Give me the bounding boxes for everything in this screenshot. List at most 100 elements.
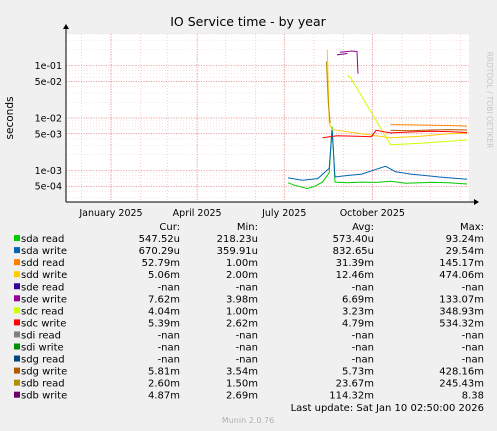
y-tick-labels: 1e-01 5e-02 1e-02 5e-03 1e-03 5e-04 bbox=[35, 61, 62, 193]
legend-value: 3.98m bbox=[226, 294, 258, 305]
legend-value: 2.69m bbox=[226, 391, 258, 402]
x-tick-label: October 2025 bbox=[340, 208, 405, 219]
y-tick-label: 5e-03 bbox=[35, 129, 62, 140]
legend-value: 133.07m bbox=[439, 294, 484, 305]
legend-value: 7.62m bbox=[148, 294, 180, 305]
series-line-sdc-read bbox=[347, 74, 468, 146]
legend-series-name: sdc read bbox=[21, 306, 64, 317]
chart-title: IO Service time - by year bbox=[170, 14, 326, 29]
munin-version-text: Munin 2.0.76 bbox=[222, 416, 274, 425]
legend-value: 245.43m bbox=[439, 379, 484, 390]
legend-series-name: sda write bbox=[21, 246, 67, 257]
legend-value: 348.93m bbox=[439, 306, 484, 317]
legend-swatch bbox=[14, 391, 20, 398]
legend-value: -nan bbox=[158, 343, 180, 354]
legend-value: -nan bbox=[352, 282, 374, 293]
legend-value: 474.06m bbox=[439, 270, 484, 281]
legend-value: 52.79m bbox=[142, 258, 180, 269]
legend-value: 5.81m bbox=[148, 367, 180, 378]
legend-value: 3.23m bbox=[342, 306, 374, 317]
y-axis-label: seconds bbox=[4, 97, 16, 140]
legend: Cur: Min: Avg: Max: sda read 547.52u 218.23u 57… bbox=[14, 222, 484, 402]
legend-value: -nan bbox=[236, 355, 258, 366]
y-axis-arrow bbox=[63, 24, 69, 29]
legend-swatch bbox=[14, 379, 20, 386]
legend-swatch bbox=[14, 235, 20, 242]
y-tick-label: 1e-01 bbox=[35, 61, 62, 72]
legend-header: Min: bbox=[237, 222, 258, 233]
legend-value: 2.62m bbox=[226, 318, 258, 329]
legend-value: -nan bbox=[236, 330, 258, 341]
legend-value: 5.39m bbox=[148, 318, 180, 329]
legend-value: 5.06m bbox=[148, 270, 180, 281]
y-tick-label: 5e-02 bbox=[35, 77, 62, 88]
y-tick-label: 5e-04 bbox=[35, 182, 62, 193]
legend-swatch bbox=[14, 331, 20, 338]
legend-value: 29.54m bbox=[446, 246, 484, 257]
rrdtool-side-label: RRDTOOL / TOBI OETIKER bbox=[485, 52, 494, 149]
x-tick-label: April 2025 bbox=[173, 208, 222, 219]
legend-value: -nan bbox=[462, 282, 484, 293]
legend-value: 4.04m bbox=[148, 306, 180, 317]
legend-value: 31.39m bbox=[336, 258, 374, 269]
legend-header: Avg: bbox=[352, 222, 374, 233]
x-axis-arrow bbox=[474, 199, 479, 205]
series-line-sda-write bbox=[288, 129, 468, 181]
legend-value: 573.40u bbox=[333, 234, 374, 245]
legend-value: 4.87m bbox=[148, 391, 180, 402]
legend-header: Cur: bbox=[159, 222, 180, 233]
series-line-sdg-write bbox=[390, 129, 468, 132]
legend-value: -nan bbox=[158, 355, 180, 366]
legend-swatch bbox=[14, 247, 20, 254]
series-line-sdc-write bbox=[322, 129, 468, 139]
legend-value: 1.00m bbox=[226, 306, 258, 317]
legend-value: 2.00m bbox=[226, 270, 258, 281]
legend-series-name: sdb read bbox=[21, 379, 65, 390]
legend-swatch bbox=[14, 343, 20, 350]
last-update-text: Last update: Sat Jan 10 02:50:00 2026 bbox=[291, 403, 484, 414]
legend-value: 670.29u bbox=[139, 246, 180, 257]
legend-value: -nan bbox=[462, 355, 484, 366]
x-tick-label: January 2025 bbox=[78, 208, 142, 219]
legend-swatch bbox=[14, 367, 20, 374]
legend-series-name: sdg read bbox=[21, 355, 65, 366]
legend-series-name: sde write bbox=[21, 294, 67, 305]
legend-value: 12.46m bbox=[336, 270, 374, 281]
grid-lines bbox=[66, 33, 469, 202]
legend-value: -nan bbox=[462, 330, 484, 341]
legend-swatch bbox=[14, 319, 20, 326]
legend-value: -nan bbox=[462, 343, 484, 354]
legend-swatch bbox=[14, 307, 20, 314]
legend-value: -nan bbox=[236, 282, 258, 293]
series-lines bbox=[287, 49, 468, 190]
y-tick-label: 1e-03 bbox=[35, 166, 62, 177]
legend-swatch bbox=[14, 283, 20, 290]
legend-value: -nan bbox=[158, 282, 180, 293]
legend-value: 1.50m bbox=[226, 379, 258, 390]
legend-series-name: sdi write bbox=[21, 343, 64, 354]
legend-value: 428.16m bbox=[439, 367, 484, 378]
legend-swatch bbox=[14, 355, 20, 362]
legend-value: 2.60m bbox=[148, 379, 180, 390]
legend-value: -nan bbox=[352, 355, 374, 366]
x-tick-label: July 2025 bbox=[261, 208, 306, 219]
series-line-sdd-write bbox=[326, 49, 468, 139]
legend-series-name: sdi read bbox=[21, 330, 61, 341]
legend-value: 547.52u bbox=[139, 234, 180, 245]
legend-series-name: sde read bbox=[21, 282, 64, 293]
legend-value: 534.32m bbox=[439, 318, 484, 329]
legend-header: Max: bbox=[460, 222, 484, 233]
legend-swatch bbox=[14, 271, 20, 278]
legend-value: -nan bbox=[158, 330, 180, 341]
legend-value: 1.00m bbox=[226, 258, 258, 269]
legend-swatch bbox=[14, 259, 20, 266]
legend-value: 832.65u bbox=[333, 246, 374, 257]
legend-value: -nan bbox=[236, 343, 258, 354]
legend-value: -nan bbox=[352, 330, 374, 341]
legend-value: 4.79m bbox=[342, 318, 374, 329]
legend-value: 93.24m bbox=[446, 234, 484, 245]
legend-value: 114.32m bbox=[329, 391, 374, 402]
series-line-sda-read bbox=[287, 126, 468, 190]
legend-series-name: sdd write bbox=[21, 270, 67, 281]
